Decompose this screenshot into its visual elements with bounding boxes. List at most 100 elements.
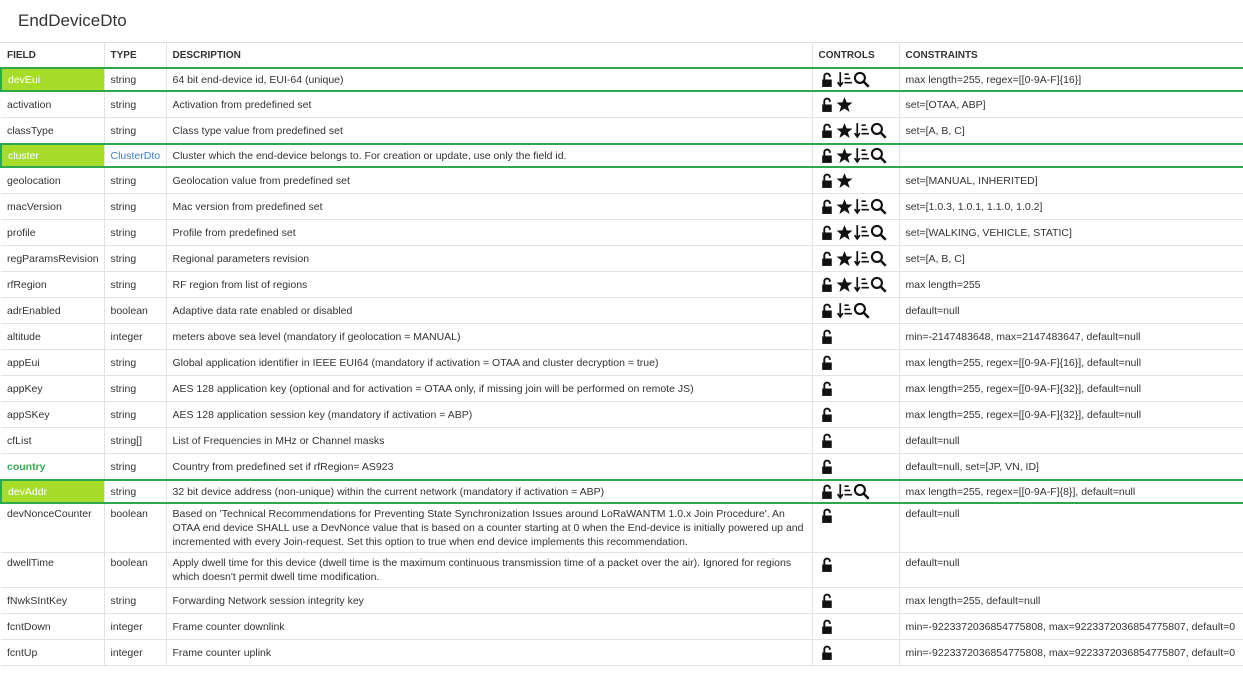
control-icon bbox=[819, 618, 836, 635]
table-row: devNonceCounter boolean Based on 'Technica… bbox=[1, 503, 1243, 553]
description-cell: Profile from predefined set bbox=[166, 219, 813, 246]
controls-cell bbox=[812, 271, 900, 298]
constraints-cell: min=-9223372036854775808, max=9223372036… bbox=[899, 613, 1243, 640]
table-row: regParamsRevision string Regional paramete… bbox=[1, 245, 1243, 272]
constraints-cell: max length=255, default=null bbox=[899, 587, 1243, 614]
controls-cell bbox=[812, 323, 900, 350]
table-row: adrEnabled boolean Adaptive data rate enab… bbox=[1, 297, 1243, 324]
table-row: cluster ClusterDto Cluster which the end-d… bbox=[0, 143, 1243, 168]
table-row: appKey string AES 128 application key (opt… bbox=[1, 375, 1243, 402]
description-cell: RF region from list of regions bbox=[166, 271, 813, 298]
control-icon bbox=[819, 328, 836, 345]
description-cell: Class type value from predefined set bbox=[166, 117, 813, 145]
control-icon bbox=[853, 302, 870, 319]
description-cell: 32 bit device address (non-unique) withi… bbox=[166, 479, 813, 504]
type-cell: boolean bbox=[104, 503, 167, 553]
description-cell: List of Frequencies in MHz or Channel ma… bbox=[166, 427, 813, 454]
control-icon bbox=[819, 147, 836, 164]
field-cell: activation bbox=[1, 91, 105, 118]
constraints-cell: max length=255, regex=[[0-9A-F]{32}], de… bbox=[899, 401, 1243, 428]
description-cell: Geolocation value from predefined set bbox=[166, 167, 813, 194]
type-cell[interactable]: ClusterDto bbox=[104, 143, 167, 168]
type-cell: boolean bbox=[104, 552, 167, 588]
table-row: activation string Activation from predefin… bbox=[1, 91, 1243, 118]
constraints-cell: set=[OTAA, ABP] bbox=[899, 91, 1243, 118]
controls-cell bbox=[812, 245, 900, 272]
table-row: devAddr string 32 bit device address (non-… bbox=[0, 479, 1243, 504]
controls-cell bbox=[812, 193, 900, 220]
field-cell: fcntUp bbox=[1, 639, 105, 666]
description-cell: Activation from predefined set bbox=[166, 91, 813, 118]
column-header: FIELD bbox=[1, 43, 105, 69]
constraints-cell: default=null bbox=[899, 552, 1243, 588]
description-cell: Regional parameters revision bbox=[166, 245, 813, 272]
control-icon bbox=[819, 380, 836, 397]
column-header: TYPE bbox=[104, 43, 167, 69]
constraints-cell: default=null bbox=[899, 427, 1243, 454]
table-row: fcntDown integer Frame counter downlink min… bbox=[1, 613, 1243, 640]
type-cell: string bbox=[104, 375, 167, 402]
field-cell: altitude bbox=[1, 323, 105, 350]
control-icon bbox=[836, 224, 853, 241]
constraints-cell: max length=255, regex=[[0-9A-F]{16}], de… bbox=[899, 349, 1243, 376]
table-row: rfRegion string RF region from list of reg… bbox=[1, 271, 1243, 298]
control-icon bbox=[870, 147, 887, 164]
field-cell: fcntDown bbox=[1, 613, 105, 640]
controls-cell bbox=[812, 639, 900, 666]
constraints-cell: max length=255 bbox=[899, 271, 1243, 298]
control-icon bbox=[819, 644, 836, 661]
table-row: appEui string Global application identifie… bbox=[1, 349, 1243, 376]
constraints-cell: set=[1.0.3, 1.0.1, 1.1.0, 1.0.2] bbox=[899, 193, 1243, 220]
description-cell: Global application identifier in IEEE EU… bbox=[166, 349, 813, 376]
description-cell: Mac version from predefined set bbox=[166, 193, 813, 220]
field-cell: adrEnabled bbox=[1, 297, 105, 324]
description-cell: meters above sea level (mandatory if geo… bbox=[166, 323, 813, 350]
type-cell: string bbox=[104, 167, 167, 194]
constraints-cell: default=null, set=[JP, VN, ID] bbox=[899, 453, 1243, 481]
field-cell: cluster bbox=[0, 143, 105, 168]
fields-table: FIELD TYPE DESCRIPTION CONTROLS CONSTRAINTS … bbox=[0, 43, 1243, 666]
controls-cell bbox=[812, 167, 900, 194]
control-icon bbox=[853, 122, 870, 139]
constraints-cell: max length=255, regex=[[0-9A-F]{16}] bbox=[899, 67, 1243, 92]
control-icon bbox=[819, 122, 836, 139]
controls-cell bbox=[812, 349, 900, 376]
control-icon bbox=[870, 224, 887, 241]
field-cell: fNwkSIntKey bbox=[1, 587, 105, 614]
constraints-cell: set=[A, B, C] bbox=[899, 245, 1243, 272]
field-cell: appSKey bbox=[1, 401, 105, 428]
control-icon bbox=[819, 406, 836, 423]
constraints-cell: default=null bbox=[899, 503, 1243, 553]
table-row: altitude integer meters above sea level (m… bbox=[1, 323, 1243, 350]
control-icon bbox=[819, 354, 836, 371]
type-cell: string bbox=[104, 117, 167, 145]
constraints-cell: max length=255, regex=[[0-9A-F]{8}], def… bbox=[899, 479, 1243, 504]
field-cell: rfRegion bbox=[1, 271, 105, 298]
controls-cell bbox=[812, 401, 900, 428]
table-row: devEui string 64 bit end-device id, EUI-64… bbox=[0, 67, 1243, 92]
control-icon bbox=[853, 147, 870, 164]
description-cell: AES 128 application key (optional and fo… bbox=[166, 375, 813, 402]
control-icon bbox=[836, 302, 853, 319]
controls-cell bbox=[812, 67, 900, 92]
field-cell: devEui bbox=[0, 67, 105, 92]
description-cell: 64 bit end-device id, EUI-64 (unique) bbox=[166, 67, 813, 92]
control-icon bbox=[870, 250, 887, 267]
constraints-cell: set=[MANUAL, INHERITED] bbox=[899, 167, 1243, 194]
page-title: EndDeviceDto bbox=[0, 0, 1243, 43]
table-row: classType string Class type value from pre… bbox=[1, 117, 1243, 145]
control-icon bbox=[836, 147, 853, 164]
column-header: CONTROLS bbox=[812, 43, 900, 69]
field-cell: regParamsRevision bbox=[1, 245, 105, 272]
field-cell: devAddr bbox=[0, 479, 105, 504]
table-row: profile string Profile from predefined set… bbox=[1, 219, 1243, 246]
type-cell: string bbox=[104, 349, 167, 376]
field-cell: profile bbox=[1, 219, 105, 246]
controls-cell bbox=[812, 613, 900, 640]
controls-cell bbox=[812, 219, 900, 246]
control-icon bbox=[819, 507, 836, 524]
table-row: country string Country from predefined set… bbox=[1, 453, 1243, 481]
table-body: devEui string 64 bit end-device id, EUI-64… bbox=[0, 67, 1243, 666]
control-icon bbox=[819, 224, 836, 241]
type-cell: string[] bbox=[104, 427, 167, 454]
